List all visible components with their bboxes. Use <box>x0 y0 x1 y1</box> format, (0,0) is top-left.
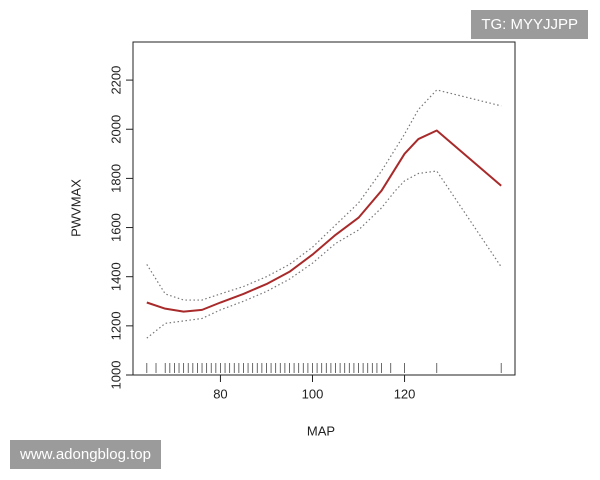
x-tick-label: 120 <box>394 386 416 401</box>
confidence-line <box>146 89 502 301</box>
watermark: www.adongblog.top <box>10 440 161 469</box>
y-tick-label: 2000 <box>108 115 123 144</box>
y-tick-label: 2200 <box>108 66 123 95</box>
fit-line <box>146 129 502 313</box>
y-tick-label: 1600 <box>108 213 123 242</box>
y-tick-label: 1400 <box>108 262 123 291</box>
x-tick-label: 100 <box>302 386 324 401</box>
watermark: TG: MYYJJPP <box>471 10 588 39</box>
x-tick-label: 80 <box>213 386 227 401</box>
y-tick-label: 1200 <box>108 311 123 340</box>
y-tick-label: 1000 <box>108 361 123 390</box>
plot-frame <box>132 41 516 376</box>
confidence-line <box>146 170 502 339</box>
y-axis-label: PWVMAX <box>68 179 83 237</box>
y-tick-label: 1800 <box>108 164 123 193</box>
x-axis-label: MAP <box>307 423 335 438</box>
